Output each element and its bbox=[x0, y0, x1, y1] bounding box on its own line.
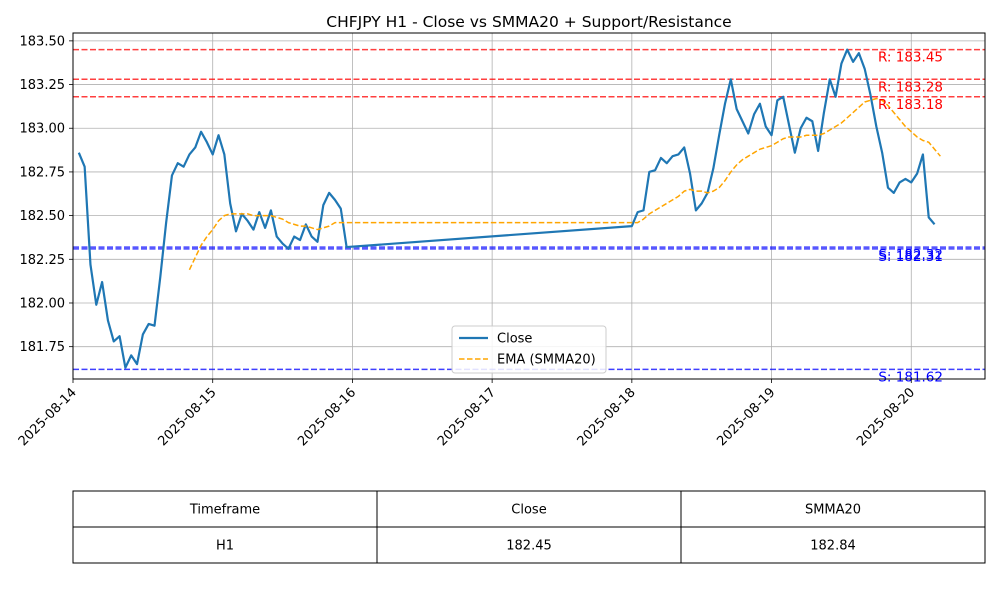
support-level-label: S: 182.31 bbox=[878, 249, 943, 265]
y-axis: 181.75 182.00 182.25 182.50 182.75 183.00 183.… bbox=[20, 34, 73, 355]
y-tick-label: 182.00 bbox=[20, 296, 66, 311]
y-tick-label: 182.50 bbox=[20, 209, 66, 224]
table-header-cell: Close bbox=[511, 503, 546, 518]
y-tick-label: 183.25 bbox=[20, 78, 66, 93]
table-cell: H1 bbox=[216, 539, 234, 554]
data-table: Timeframe Close SMMA20 H1 182.45 182.84 bbox=[72, 490, 986, 564]
y-tick-label: 183.00 bbox=[20, 122, 66, 137]
level-labels: R: 183.45R: 183.28R: 183.18S: 182.32S: 1… bbox=[878, 50, 943, 386]
table-header-cell: Timeframe bbox=[189, 503, 260, 518]
legend-label: EMA (SMMA20) bbox=[497, 353, 596, 368]
resistance-level-label: R: 183.45 bbox=[878, 50, 943, 66]
table-cell: 182.45 bbox=[506, 539, 552, 554]
plot-frame bbox=[72, 32, 986, 380]
chart-title: CHFJPY H1 - Close vs SMMA20 + Support/Re… bbox=[326, 13, 731, 31]
y-tick-label: 183.50 bbox=[20, 34, 66, 49]
series-line-smma20 bbox=[188, 97, 941, 271]
series-lines bbox=[77, 48, 941, 369]
support-level-label: S: 182.32 bbox=[878, 247, 943, 263]
y-tick-label: 182.25 bbox=[20, 253, 66, 268]
table-cell: 182.84 bbox=[810, 539, 856, 554]
resistance-level-label: R: 183.18 bbox=[878, 97, 943, 113]
resistance-level-label: R: 183.28 bbox=[878, 79, 943, 95]
y-tick-label: 182.75 bbox=[20, 165, 66, 180]
legend-label: Close bbox=[497, 332, 532, 347]
support-level-label: S: 181.62 bbox=[878, 369, 943, 385]
legend: Close EMA (SMMA20) bbox=[451, 325, 607, 374]
table-header-cell: SMMA20 bbox=[805, 503, 861, 518]
series-line-close bbox=[77, 48, 936, 369]
y-tick-label: 181.75 bbox=[20, 340, 66, 355]
legend-box bbox=[451, 325, 607, 374]
plot-area: R: 183.45R: 183.28R: 183.18S: 182.32S: 1… bbox=[72, 32, 986, 386]
